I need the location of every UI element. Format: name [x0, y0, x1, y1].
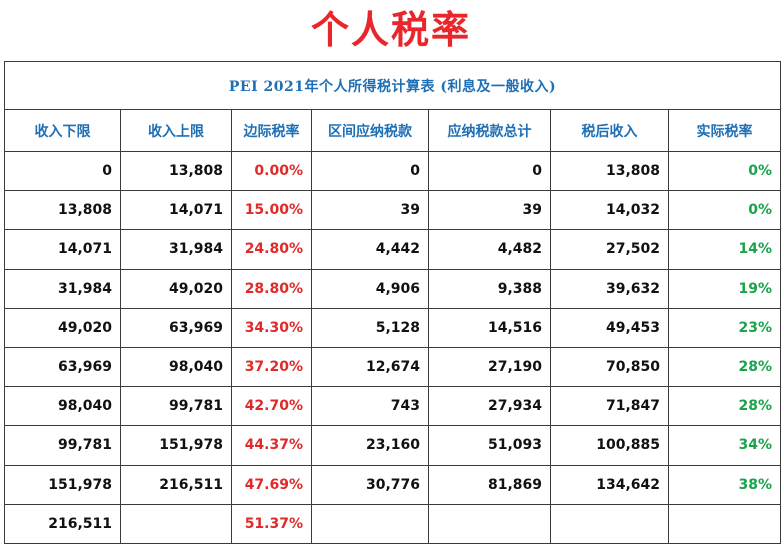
table-caption-row: PEI 2021年个人所得税计算表 (利息及一般收入) [3, 61, 782, 110]
cell-bracket-tax: 30,776 [311, 464, 429, 505]
cell-bracket-tax: 0 [311, 150, 429, 192]
cell-total-tax: 9,388 [428, 268, 551, 309]
cell-effective-rate: 0% [667, 190, 782, 231]
cell-income-upper: 151,978 [120, 425, 232, 466]
header-income-upper: 收入上限 [120, 109, 232, 152]
cell-marginal-rate: 37.20% [231, 346, 312, 388]
table-row: 0 13,808 0.00% 0 0 13,808 0% [4, 150, 782, 192]
cell-after-tax-income [550, 503, 669, 544]
table-row: 31,984 49,020 28.80% 4,906 9,388 39,632 19% [4, 268, 782, 309]
cell-total-tax: 14,516 [428, 307, 551, 348]
cell-after-tax-income: 27,502 [550, 229, 669, 270]
cell-effective-rate: 38% [667, 464, 782, 505]
table-body: 0 13,808 0.00% 0 0 13,808 0% 13,808 14,071 15.00%… [4, 150, 782, 544]
cell-marginal-rate: 51.37% [231, 503, 312, 544]
cell-after-tax-income: 39,632 [550, 268, 669, 309]
cell-income-upper: 63,969 [120, 307, 232, 348]
cell-bracket-tax: 23,160 [311, 425, 429, 466]
page-title: 个人税率 [310, 8, 471, 52]
cell-marginal-rate: 0.00% [231, 150, 312, 192]
cell-income-lower: 216,511 [4, 503, 121, 544]
cell-bracket-tax: 743 [311, 386, 429, 427]
cell-bracket-tax: 4,442 [311, 229, 429, 270]
cell-income-upper [120, 503, 232, 544]
table-header-row: 收入下限 收入上限 边际税率 区间应纳税款 应纳税款总计 税后收入 实际税率 [4, 109, 782, 152]
header-bracket-tax: 区间应纳税款 [311, 109, 429, 152]
header-after-tax-income: 税后收入 [550, 109, 669, 152]
cell-effective-rate: 0% [667, 150, 782, 192]
cell-income-upper: 14,071 [120, 190, 232, 231]
cell-effective-rate: 34% [667, 425, 782, 466]
cell-income-lower: 98,040 [4, 386, 121, 427]
cell-effective-rate: 14% [667, 229, 782, 270]
cell-after-tax-income: 49,453 [550, 307, 669, 348]
cell-total-tax: 27,934 [428, 386, 551, 427]
cell-income-lower: 49,020 [4, 307, 121, 348]
cell-marginal-rate: 34.30% [231, 307, 312, 348]
cell-income-lower: 14,071 [4, 229, 121, 270]
cell-total-tax: 39 [428, 190, 551, 231]
cell-income-lower: 0 [4, 150, 121, 192]
cell-marginal-rate: 24.80% [231, 229, 312, 270]
table-row: 13,808 14,071 15.00% 39 39 14,032 0% [4, 190, 782, 231]
cell-income-upper: 31,984 [120, 229, 232, 270]
header-marginal-rate: 边际税率 [231, 109, 312, 152]
cell-marginal-rate: 44.37% [231, 425, 312, 466]
cell-marginal-rate: 15.00% [231, 190, 312, 231]
cell-bracket-tax: 5,128 [311, 307, 429, 348]
cell-income-lower: 99,781 [4, 425, 121, 466]
cell-total-tax [428, 503, 551, 544]
cell-income-lower: 13,808 [4, 190, 121, 231]
cell-effective-rate: 28% [667, 346, 782, 388]
table-row: 14,071 31,984 24.80% 4,442 4,482 27,502 14% [4, 229, 782, 270]
table-row: 49,020 63,969 34.30% 5,128 14,516 49,453 23% [4, 307, 782, 348]
cell-bracket-tax: 39 [311, 190, 429, 231]
cell-after-tax-income: 13,808 [550, 150, 669, 192]
cell-bracket-tax: 12,674 [311, 346, 429, 388]
cell-income-upper: 99,781 [120, 386, 232, 427]
table-row: 98,040 99,781 42.70% 743 27,934 71,847 28% [4, 386, 782, 427]
cell-marginal-rate: 42.70% [231, 386, 312, 427]
tax-table: PEI 2021年个人所得税计算表 (利息及一般收入) 收入下限 收入上限 边际… [3, 61, 782, 544]
table-row: 63,969 98,040 37.20% 12,674 27,190 70,850 28% [4, 346, 782, 388]
table-row: 151,978 216,511 47.69% 30,776 81,869 134,642 3… [4, 464, 782, 505]
cell-after-tax-income: 70,850 [550, 346, 669, 388]
cell-effective-rate: 28% [667, 386, 782, 427]
header-income-lower: 收入下限 [4, 109, 121, 152]
table-row: 216,511 51.37% [4, 503, 782, 544]
cell-income-upper: 49,020 [120, 268, 232, 309]
cell-after-tax-income: 71,847 [550, 386, 669, 427]
table-caption: PEI 2021年个人所得税计算表 (利息及一般收入) [3, 61, 782, 110]
cell-effective-rate: 19% [667, 268, 782, 309]
cell-marginal-rate: 47.69% [231, 464, 312, 505]
cell-bracket-tax [311, 503, 429, 544]
cell-bracket-tax: 4,906 [311, 268, 429, 309]
cell-total-tax: 27,190 [428, 346, 551, 388]
table-row: 99,781 151,978 44.37% 23,160 51,093 100,885 34… [4, 425, 782, 466]
cell-total-tax: 51,093 [428, 425, 551, 466]
cell-effective-rate [667, 503, 782, 544]
cell-marginal-rate: 28.80% [231, 268, 312, 309]
cell-income-upper: 216,511 [120, 464, 232, 505]
cell-after-tax-income: 14,032 [550, 190, 669, 231]
cell-income-lower: 63,969 [4, 346, 121, 388]
cell-income-upper: 13,808 [120, 150, 232, 192]
cell-income-lower: 31,984 [4, 268, 121, 309]
header-effective-rate: 实际税率 [667, 109, 782, 152]
cell-income-lower: 151,978 [4, 464, 121, 505]
header-total-tax: 应纳税款总计 [428, 109, 551, 152]
cell-after-tax-income: 100,885 [550, 425, 669, 466]
cell-income-upper: 98,040 [120, 346, 232, 388]
cell-after-tax-income: 134,642 [550, 464, 669, 505]
cell-total-tax: 81,869 [428, 464, 551, 505]
cell-total-tax: 4,482 [428, 229, 551, 270]
cell-total-tax: 0 [428, 150, 551, 192]
cell-effective-rate: 23% [667, 307, 782, 348]
